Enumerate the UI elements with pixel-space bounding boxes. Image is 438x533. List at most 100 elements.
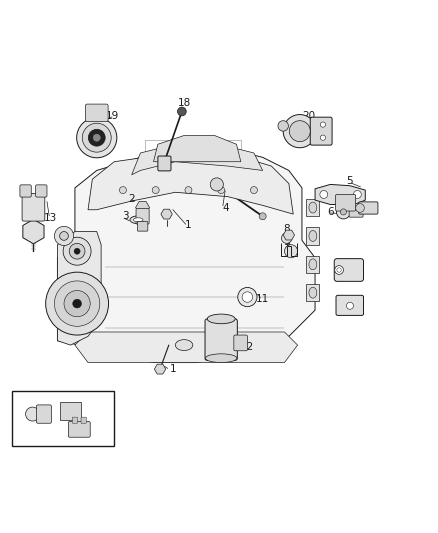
FancyBboxPatch shape <box>310 117 332 145</box>
Circle shape <box>242 292 253 302</box>
Text: 2: 2 <box>128 194 135 204</box>
Polygon shape <box>60 402 81 428</box>
Circle shape <box>218 187 225 193</box>
Circle shape <box>54 227 74 246</box>
Circle shape <box>60 231 68 240</box>
Circle shape <box>120 187 127 193</box>
Circle shape <box>177 107 186 116</box>
Ellipse shape <box>205 354 237 362</box>
FancyBboxPatch shape <box>35 185 47 197</box>
FancyBboxPatch shape <box>336 195 356 211</box>
Ellipse shape <box>309 287 317 298</box>
FancyBboxPatch shape <box>205 319 237 360</box>
Text: 17: 17 <box>72 411 82 421</box>
FancyBboxPatch shape <box>22 193 45 221</box>
Circle shape <box>282 233 292 244</box>
Polygon shape <box>23 220 44 244</box>
Polygon shape <box>306 199 319 216</box>
Circle shape <box>320 135 325 140</box>
Polygon shape <box>57 231 101 345</box>
Circle shape <box>353 190 361 198</box>
Circle shape <box>285 245 297 258</box>
Text: 1: 1 <box>170 364 177 374</box>
Text: 10: 10 <box>350 268 363 278</box>
Ellipse shape <box>130 216 147 224</box>
Circle shape <box>356 204 364 212</box>
FancyBboxPatch shape <box>138 222 148 231</box>
Circle shape <box>278 120 288 131</box>
Ellipse shape <box>309 259 317 270</box>
Polygon shape <box>153 135 241 161</box>
FancyBboxPatch shape <box>36 405 51 423</box>
Circle shape <box>289 120 310 142</box>
Text: 6: 6 <box>327 207 334 217</box>
Circle shape <box>64 290 90 317</box>
Polygon shape <box>161 209 172 219</box>
FancyBboxPatch shape <box>336 295 364 316</box>
Circle shape <box>283 115 316 148</box>
Ellipse shape <box>309 230 317 241</box>
Circle shape <box>320 190 328 198</box>
Polygon shape <box>88 153 293 214</box>
FancyBboxPatch shape <box>20 185 31 197</box>
FancyBboxPatch shape <box>72 417 78 423</box>
Polygon shape <box>57 149 315 362</box>
Ellipse shape <box>309 202 317 213</box>
Circle shape <box>320 122 325 127</box>
Text: 13: 13 <box>44 214 57 223</box>
Ellipse shape <box>134 218 143 222</box>
Text: 1: 1 <box>185 220 192 230</box>
Circle shape <box>340 209 346 215</box>
Circle shape <box>185 187 192 193</box>
Text: 8: 8 <box>283 224 290 235</box>
Ellipse shape <box>175 340 193 351</box>
Circle shape <box>69 244 85 259</box>
Circle shape <box>335 265 343 274</box>
Circle shape <box>74 248 80 254</box>
Circle shape <box>251 187 258 193</box>
Polygon shape <box>75 332 297 362</box>
Circle shape <box>63 237 91 265</box>
Text: 7: 7 <box>371 203 377 213</box>
Text: 19: 19 <box>106 111 119 121</box>
Text: 20: 20 <box>302 111 315 121</box>
Polygon shape <box>306 256 319 273</box>
FancyBboxPatch shape <box>359 202 378 214</box>
Circle shape <box>337 268 341 272</box>
Ellipse shape <box>207 314 235 324</box>
FancyBboxPatch shape <box>85 104 108 122</box>
Polygon shape <box>306 284 319 302</box>
FancyBboxPatch shape <box>158 156 171 171</box>
Text: 12: 12 <box>241 342 254 352</box>
Polygon shape <box>132 144 263 175</box>
Text: 5: 5 <box>346 176 353 187</box>
Circle shape <box>88 130 105 146</box>
Circle shape <box>46 272 109 335</box>
Circle shape <box>54 281 100 326</box>
Text: 18: 18 <box>177 98 191 108</box>
Text: 3: 3 <box>122 211 128 221</box>
FancyBboxPatch shape <box>349 207 363 217</box>
Polygon shape <box>283 230 294 240</box>
Circle shape <box>93 134 100 141</box>
Circle shape <box>346 302 353 309</box>
Polygon shape <box>306 227 319 245</box>
Text: 14: 14 <box>348 298 361 309</box>
Text: 16: 16 <box>35 391 45 400</box>
Text: 11: 11 <box>256 294 269 304</box>
Circle shape <box>210 178 223 191</box>
Polygon shape <box>154 364 166 374</box>
Text: 15: 15 <box>76 395 87 404</box>
FancyBboxPatch shape <box>334 259 364 281</box>
Circle shape <box>82 123 111 152</box>
Circle shape <box>73 299 81 308</box>
Bar <box>12 391 114 446</box>
Circle shape <box>152 187 159 193</box>
Polygon shape <box>315 184 365 205</box>
Text: 4: 4 <box>222 203 229 213</box>
Polygon shape <box>136 201 150 214</box>
Circle shape <box>238 287 257 306</box>
FancyBboxPatch shape <box>234 335 247 351</box>
Circle shape <box>25 407 39 421</box>
Circle shape <box>336 205 350 219</box>
